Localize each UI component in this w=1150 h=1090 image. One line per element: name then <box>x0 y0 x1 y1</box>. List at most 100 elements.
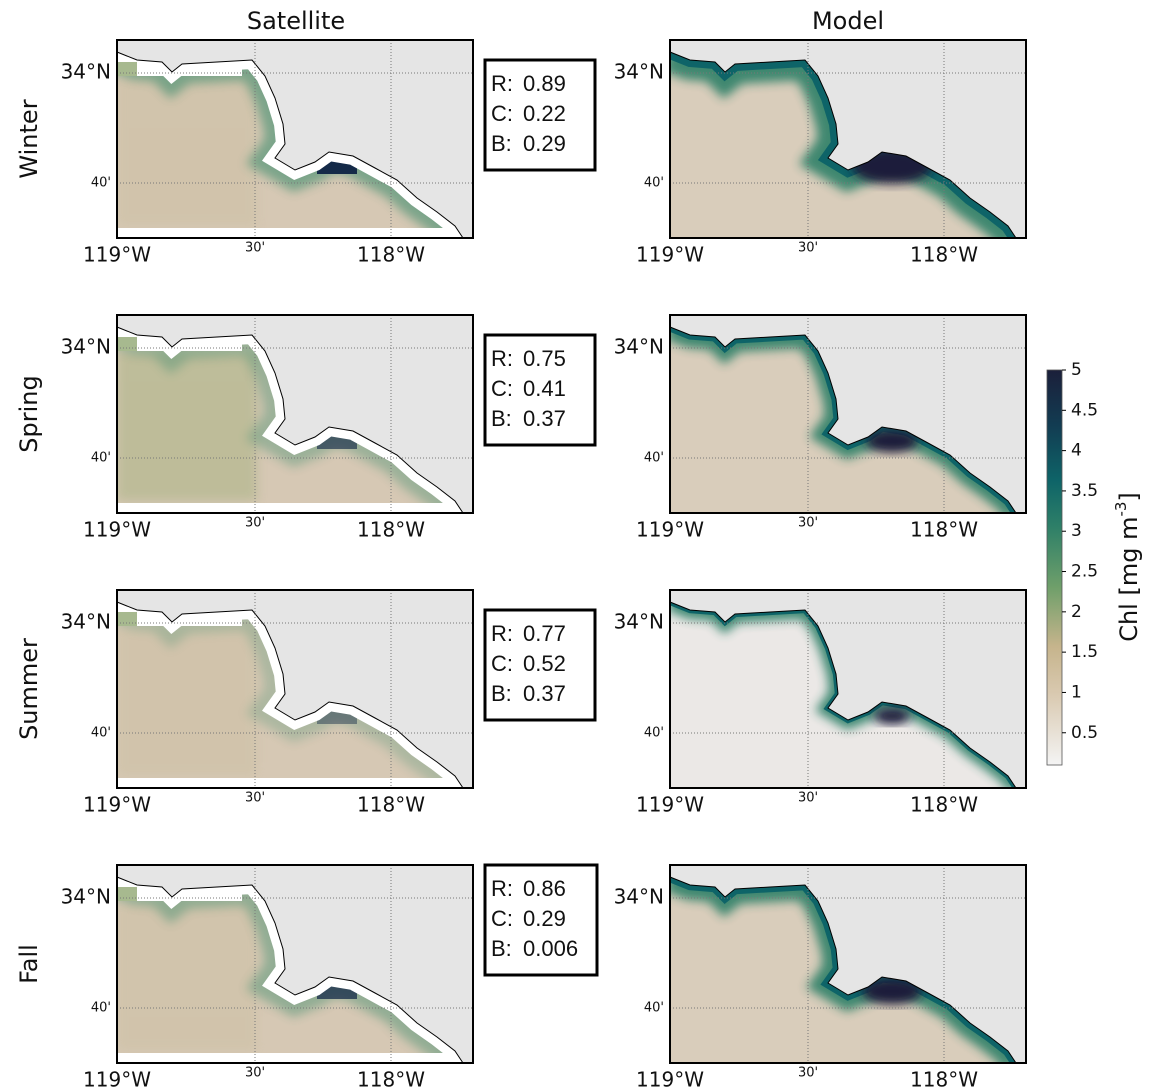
x-tick-label: 30' <box>798 241 818 256</box>
stat-line: C: 0.41 <box>491 376 566 401</box>
column-title: Satellite <box>247 7 345 35</box>
y-tick-label: 40' <box>644 451 664 466</box>
x-tick-label: 119°W <box>83 518 151 542</box>
stat-line: R: 0.86 <box>491 876 566 901</box>
x-tick-label: 30' <box>245 241 265 256</box>
y-tick-label: 34°N <box>614 335 664 359</box>
stats-frame <box>483 58 597 172</box>
y-tick-label: 40' <box>644 726 664 741</box>
x-tick-label: 118°W <box>910 793 978 817</box>
stat-name: B: <box>491 936 512 961</box>
colorbar-tick-label: 3 <box>1071 521 1082 541</box>
stats-frame <box>483 863 599 977</box>
column-title: Model <box>812 7 884 35</box>
x-tick-label: 119°W <box>636 1068 704 1090</box>
y-tick-label: 34°N <box>61 335 111 359</box>
row-label: Summer <box>15 638 43 740</box>
x-tick-label: 118°W <box>357 518 425 542</box>
stat-value: 0.22 <box>523 101 566 126</box>
map-panel: 119°W 30' 118°W 34°N 40' <box>61 39 474 267</box>
x-tick-label: 119°W <box>83 243 151 267</box>
row-label: Fall <box>15 944 43 984</box>
stat-value: 0.41 <box>523 376 566 401</box>
colorbar-tick-label: 1 <box>1071 682 1082 702</box>
stat-value: 0.75 <box>523 346 566 371</box>
map-panel: 119°W 30' 118°W 34°N 40' <box>61 864 474 1090</box>
map-panel: 119°W 30' 118°W 34°N 40' <box>614 39 1027 267</box>
colorbar-tick-label: 4.5 <box>1071 400 1098 420</box>
x-tick-label: 30' <box>798 1066 818 1081</box>
x-tick-label: 118°W <box>357 793 425 817</box>
ocean <box>670 602 1016 788</box>
colorbar-tick-label: 1.5 <box>1071 642 1098 662</box>
colorbar-tick-label: 4 <box>1071 441 1082 461</box>
y-tick-label: 34°N <box>61 885 111 909</box>
stats-box: R: 0.86 C: 0.29 B: 0.006 <box>483 863 599 977</box>
stat-value: 0.86 <box>523 876 566 901</box>
colorbar-tick-label: 3.5 <box>1071 481 1098 501</box>
coastline <box>116 51 464 239</box>
stat-line: R: 0.77 <box>491 621 566 646</box>
stat-line: B: 0.37 <box>491 681 566 706</box>
coastline <box>116 601 464 789</box>
x-tick-label: 118°W <box>357 1068 425 1090</box>
stat-line: B: 0.37 <box>491 406 566 431</box>
coastline <box>669 326 1017 514</box>
colorbar-label: Chl [mg m-3] <box>1112 492 1144 642</box>
ocean <box>670 877 1016 1063</box>
label-main: Chl [mg m <box>1115 517 1143 642</box>
stat-name: C: <box>491 101 513 126</box>
x-tick-label: 118°W <box>910 518 978 542</box>
row-label: Spring <box>15 375 43 452</box>
panel-frame <box>669 314 1027 514</box>
stats-frame <box>483 333 597 447</box>
x-tick-label: 119°W <box>636 243 704 267</box>
x-tick-label: 119°W <box>636 518 704 542</box>
map-panel: 119°W 30' 118°W 34°N 40' <box>614 589 1027 817</box>
stat-value: 0.29 <box>523 906 566 931</box>
stat-name: B: <box>491 681 512 706</box>
x-tick-label: 118°W <box>357 243 425 267</box>
stat-value: 0.006 <box>523 936 578 961</box>
y-tick-label: 40' <box>644 176 664 191</box>
stat-line: B: 0.29 <box>491 131 566 156</box>
x-tick-label: 119°W <box>83 1068 151 1090</box>
stats-box: R: 0.75 C: 0.41 B: 0.37 <box>483 333 597 447</box>
panel-frame <box>116 39 474 239</box>
coastline <box>669 51 1017 239</box>
x-tick-label: 119°W <box>636 793 704 817</box>
stats-box: R: 0.89 C: 0.22 B: 0.29 <box>483 58 597 172</box>
y-tick-label: 34°N <box>614 885 664 909</box>
stat-value: 0.89 <box>523 71 566 96</box>
stats-frame <box>483 608 597 722</box>
stat-value: 0.37 <box>523 681 566 706</box>
stat-value: 0.52 <box>523 651 566 676</box>
x-tick-label: 30' <box>245 791 265 806</box>
stats-box: R: 0.77 C: 0.52 B: 0.37 <box>483 608 597 722</box>
y-tick-label: 34°N <box>614 610 664 634</box>
stat-name: R: <box>491 876 513 901</box>
label-sup: -3 <box>1112 502 1130 517</box>
y-tick-label: 40' <box>91 726 111 741</box>
y-tick-label: 34°N <box>61 610 111 634</box>
y-tick-label: 40' <box>644 1001 664 1016</box>
x-tick-label: 119°W <box>83 793 151 817</box>
stat-name: C: <box>491 651 513 676</box>
x-tick-label: 118°W <box>910 1068 978 1090</box>
coastline <box>669 876 1017 1064</box>
y-tick-label: 34°N <box>61 60 111 84</box>
stat-value: 0.77 <box>523 621 566 646</box>
stat-name: R: <box>491 71 513 96</box>
stat-value: 0.29 <box>523 131 566 156</box>
label-end: ] <box>1115 492 1143 501</box>
colorbar-tick-label: 0.5 <box>1071 723 1098 743</box>
panel-frame <box>669 864 1027 1064</box>
x-tick-label: 118°W <box>910 243 978 267</box>
colorbar <box>1046 369 1063 766</box>
x-tick-label: 30' <box>798 791 818 806</box>
coastline <box>116 876 464 1064</box>
stat-value: 0.37 <box>523 406 566 431</box>
stat-name: C: <box>491 906 513 931</box>
stat-name: B: <box>491 131 512 156</box>
coastline <box>116 326 464 514</box>
